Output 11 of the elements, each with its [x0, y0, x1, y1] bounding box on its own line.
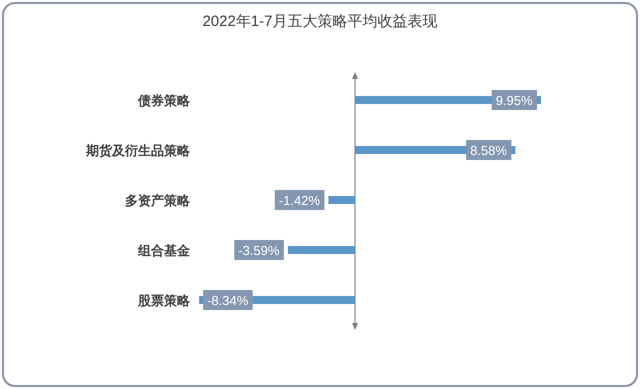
y-tick-label: 期货及衍生品策略	[85, 143, 191, 158]
y-tick-label: 组合基金	[137, 243, 191, 258]
data-label: 9.95%	[496, 93, 533, 108]
chart-title: 2022年1-7月五大策略平均收益表现	[202, 13, 438, 30]
data-label: -3.59%	[238, 243, 280, 258]
y-tick-label: 多资产策略	[125, 193, 191, 208]
data-label: -8.34%	[207, 293, 249, 308]
data-label: 8.58%	[470, 143, 508, 158]
data-label: -1.42%	[278, 193, 320, 208]
y-tick-label: 债券策略	[137, 93, 191, 108]
y-tick-label: 股票策略	[137, 293, 191, 308]
